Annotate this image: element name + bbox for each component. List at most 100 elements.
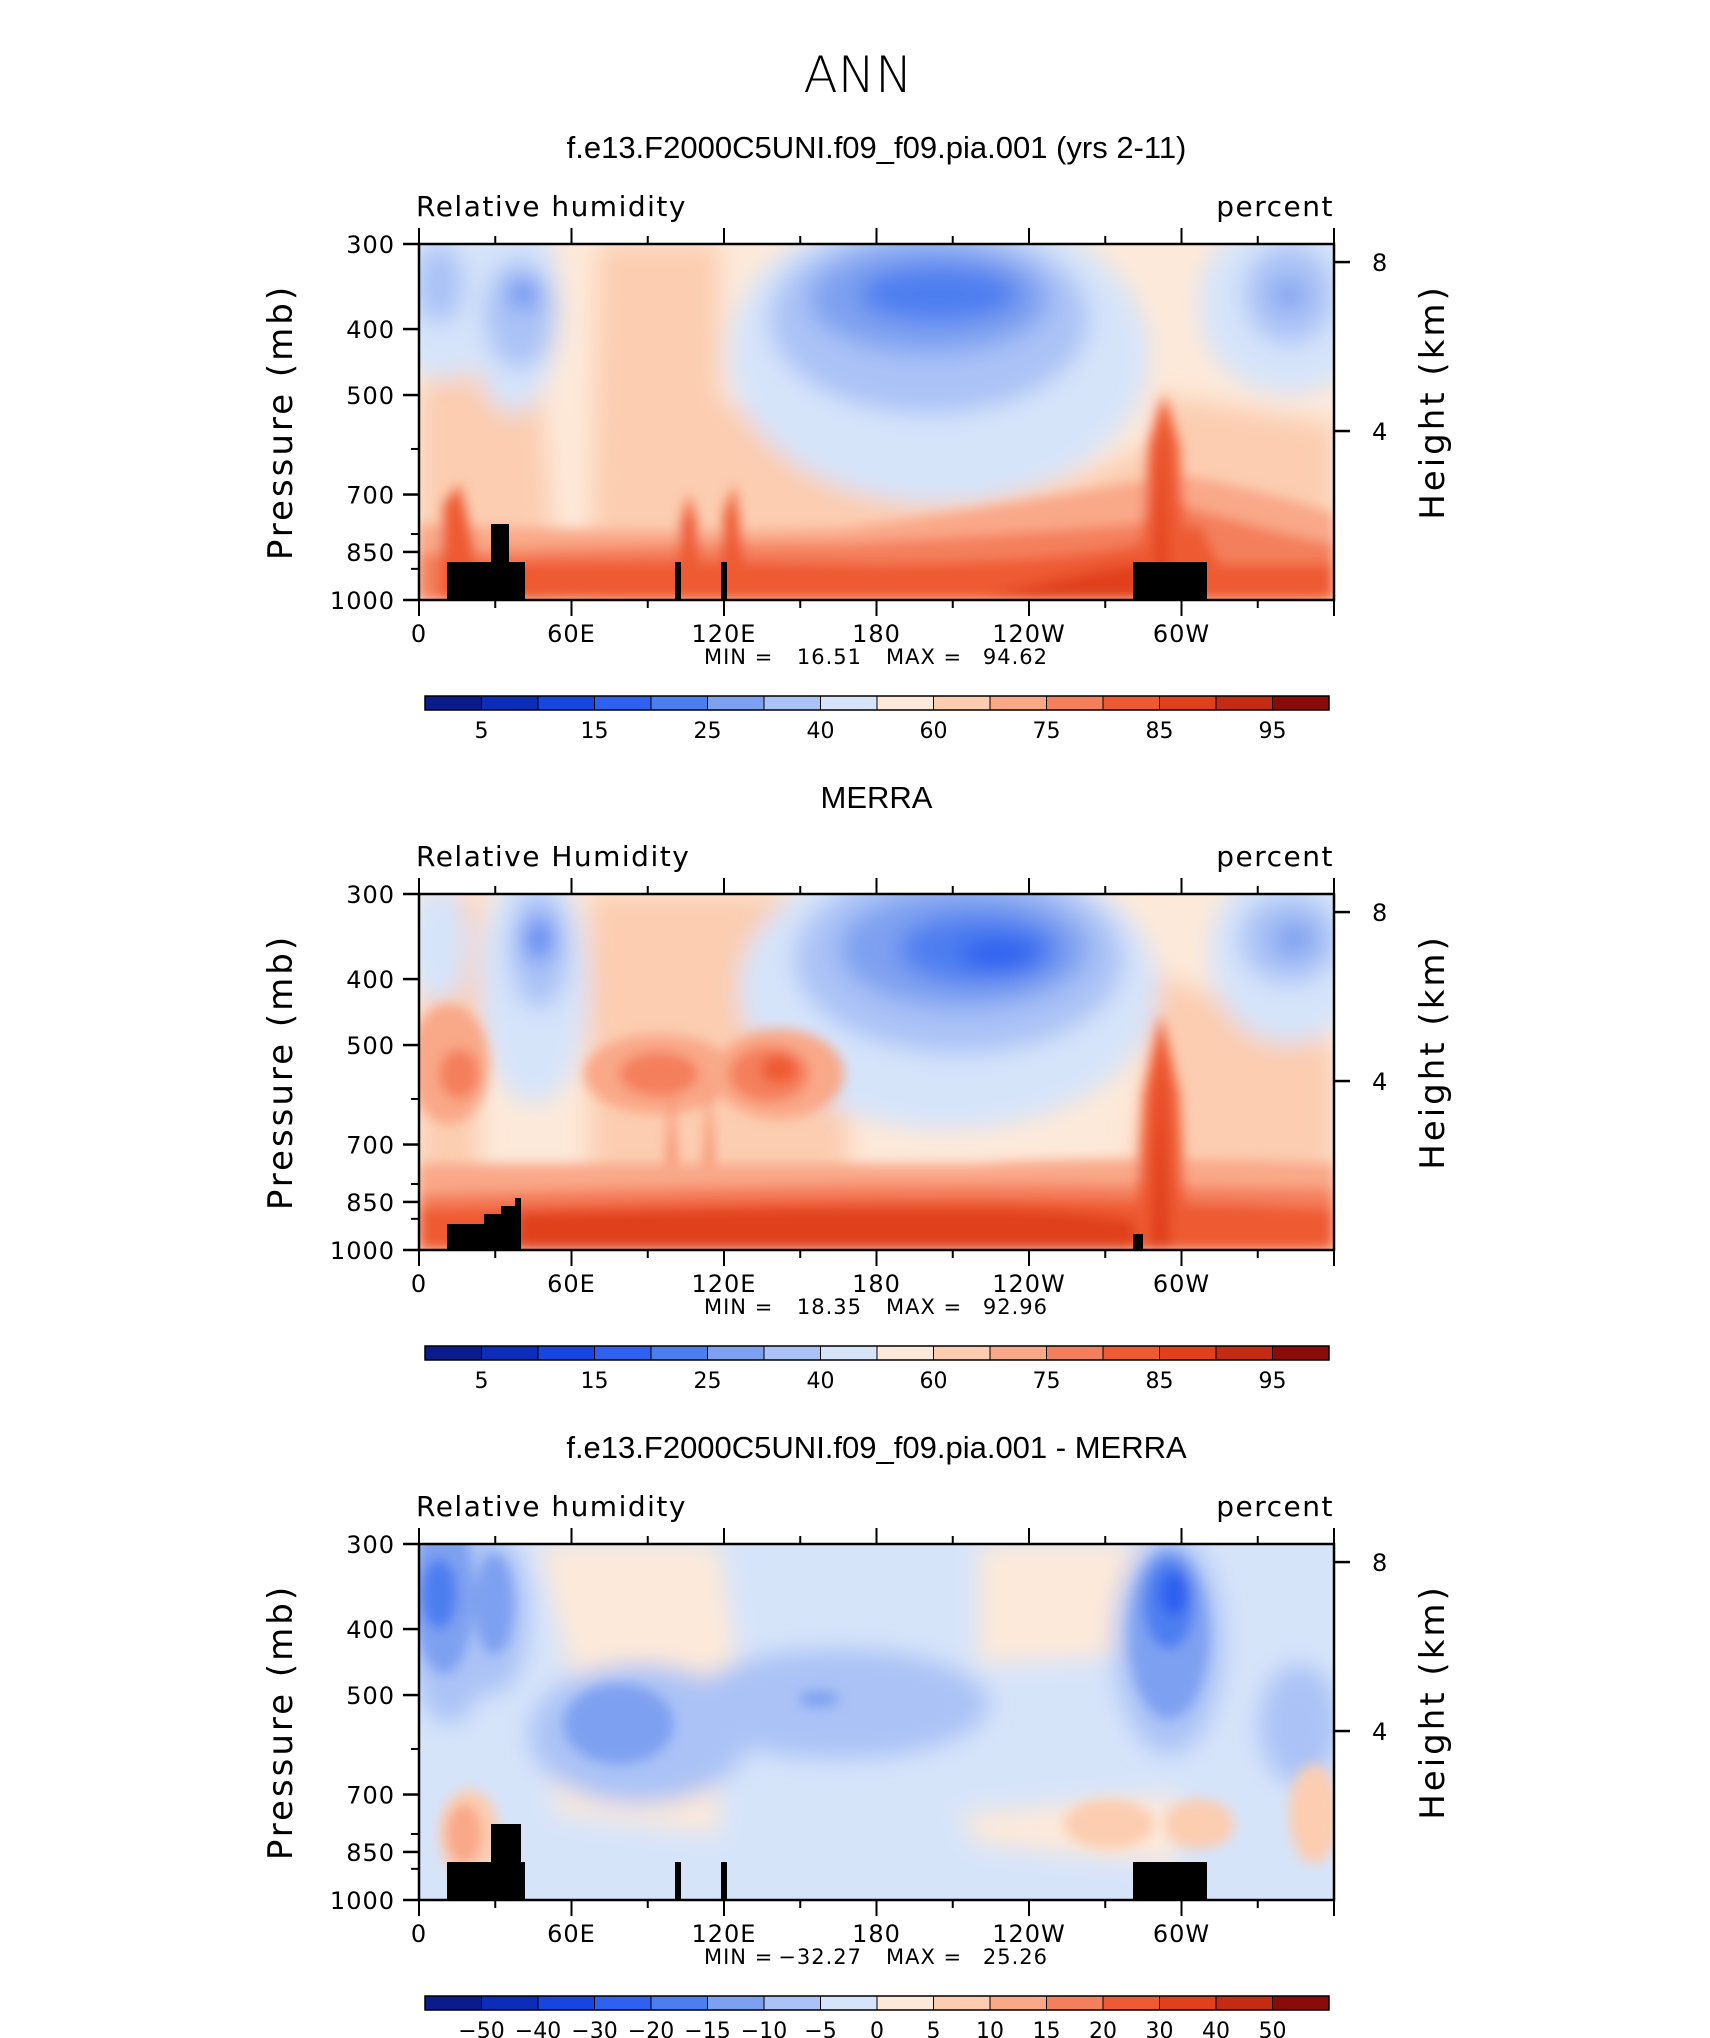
colorbar-frame bbox=[424, 1345, 1330, 1361]
colorbar-swatch bbox=[594, 1995, 652, 2011]
colorbar-label: 85 bbox=[1146, 719, 1174, 744]
colorbar-swatch bbox=[424, 695, 482, 711]
colorbar-swatch bbox=[537, 695, 595, 711]
y-tick-label: 500 bbox=[346, 1682, 395, 1710]
colorbar-label: −40 bbox=[515, 2019, 561, 2038]
x-tick-label: 120W bbox=[992, 620, 1066, 648]
colorbar-label: 40 bbox=[807, 719, 835, 744]
colorbar-label: 60 bbox=[920, 719, 948, 744]
y-tick-label: 700 bbox=[346, 482, 395, 510]
colorbar-swatch bbox=[989, 695, 1047, 711]
colorbar-swatch bbox=[933, 695, 991, 711]
min-label: MIN = bbox=[704, 1945, 773, 1969]
colorbar-label: 75 bbox=[1033, 719, 1061, 744]
colorbar-swatch bbox=[933, 1345, 991, 1361]
colorbar-swatch bbox=[537, 1345, 595, 1361]
colorbar-swatch bbox=[1102, 695, 1160, 711]
colorbar-label: −10 bbox=[741, 2019, 787, 2038]
colorbar-label: −20 bbox=[628, 2019, 674, 2038]
colorbar-label: 20 bbox=[1089, 2019, 1117, 2038]
colorbar-label: −15 bbox=[684, 2019, 730, 2038]
x-tick-label: 0 bbox=[411, 1920, 427, 1948]
colorbar-swatch bbox=[707, 1345, 765, 1361]
colorbar-label: 15 bbox=[1033, 2019, 1061, 2038]
y-tick-label: 850 bbox=[346, 539, 395, 567]
y-tick-label: 850 bbox=[346, 1839, 395, 1867]
colorbar-label: 85 bbox=[1146, 1369, 1174, 1394]
colorbar-label: −50 bbox=[458, 2019, 504, 2038]
min-value: 18.35 bbox=[797, 1295, 862, 1319]
variable-label: Relative humidity bbox=[416, 190, 687, 223]
y-right-tick-label: 4 bbox=[1372, 1718, 1387, 1746]
colorbar-swatch bbox=[1215, 1345, 1273, 1361]
panel-title: f.e13.F2000C5UNI.f09_f09.pia.001 - MERRA bbox=[566, 1430, 1187, 1465]
colorbar-swatch bbox=[989, 1345, 1047, 1361]
colorbar-label: 40 bbox=[1202, 2019, 1230, 2038]
y-tick-label: 400 bbox=[346, 1616, 395, 1644]
y-tick-label: 1000 bbox=[330, 1887, 395, 1915]
min-value: 16.51 bbox=[797, 645, 862, 669]
units-label: percent bbox=[1216, 190, 1334, 223]
colorbar-label: 30 bbox=[1146, 2019, 1174, 2038]
min-value: −32.27 bbox=[778, 1945, 862, 1969]
contour-field bbox=[404, 1484, 1339, 1900]
max-value: 94.62 bbox=[983, 645, 1048, 669]
colorbar-label: 10 bbox=[976, 2019, 1004, 2038]
x-tick-label: 120E bbox=[692, 1920, 757, 1948]
max-value: 25.26 bbox=[983, 1945, 1048, 1969]
colorbar-label: 15 bbox=[581, 719, 609, 744]
y-right-tick-label: 8 bbox=[1372, 899, 1387, 927]
colorbar-swatch bbox=[763, 695, 821, 711]
max-label: MAX = bbox=[886, 1945, 962, 1969]
x-tick-label: 60W bbox=[1153, 1920, 1210, 1948]
colorbar-swatch bbox=[1272, 695, 1330, 711]
colorbar-label: 40 bbox=[807, 1369, 835, 1394]
colorbar-label: 5 bbox=[927, 2019, 941, 2038]
y-right-axis-label: Height (km) bbox=[1413, 934, 1453, 1170]
colorbar-label: −5 bbox=[804, 2019, 836, 2038]
colorbar-swatch bbox=[1102, 1995, 1160, 2011]
y-tick-label: 300 bbox=[346, 231, 395, 259]
colorbar-label: 50 bbox=[1259, 2019, 1287, 2038]
colorbar-swatch bbox=[1159, 1345, 1217, 1361]
colorbar-swatch bbox=[707, 1995, 765, 2011]
colorbar-frame bbox=[424, 1995, 1330, 2011]
y-axis-label: Pressure (mb) bbox=[261, 284, 301, 560]
colorbar-swatch bbox=[989, 1995, 1047, 2011]
colorbar-swatch bbox=[594, 695, 652, 711]
colorbar-swatch bbox=[1272, 1995, 1330, 2011]
max-label: MAX = bbox=[886, 645, 962, 669]
colorbar-label: 25 bbox=[694, 719, 722, 744]
colorbar-label: 75 bbox=[1033, 1369, 1061, 1394]
colorbar-swatch bbox=[1102, 1345, 1160, 1361]
y-right-tick-label: 4 bbox=[1372, 418, 1387, 446]
x-tick-label: 0 bbox=[411, 620, 427, 648]
y-right-tick-label: 8 bbox=[1372, 249, 1387, 277]
x-tick-label: 60W bbox=[1153, 620, 1210, 648]
colorbar-swatch bbox=[820, 1995, 878, 2011]
colorbar-label: 5 bbox=[475, 719, 489, 744]
colorbar-swatch bbox=[1159, 1995, 1217, 2011]
min-label: MIN = bbox=[704, 1295, 773, 1319]
y-tick-label: 400 bbox=[346, 966, 395, 994]
y-right-axis-label: Height (km) bbox=[1413, 284, 1453, 520]
colorbar-swatch bbox=[650, 695, 708, 711]
units-label: percent bbox=[1216, 840, 1334, 873]
x-tick-label: 120E bbox=[692, 620, 757, 648]
colorbar-swatch bbox=[424, 1345, 482, 1361]
contour-field bbox=[409, 849, 1369, 1250]
colorbar-swatch bbox=[594, 1345, 652, 1361]
units-label: percent bbox=[1216, 1490, 1334, 1523]
x-tick-label: 60E bbox=[547, 620, 596, 648]
colorbar-swatch bbox=[481, 1995, 539, 2011]
colorbar-swatch bbox=[876, 1345, 934, 1361]
y-tick-label: 700 bbox=[346, 1782, 395, 1810]
contour-panel-1: f.e13.F2000C5UNI.f09_f09.pia.001 (yrs 2-… bbox=[261, 130, 1453, 744]
colorbar-swatch bbox=[933, 1995, 991, 2011]
y-tick-label: 500 bbox=[346, 1032, 395, 1060]
y-tick-label: 1000 bbox=[330, 587, 395, 615]
y-tick-label: 500 bbox=[346, 382, 395, 410]
contour-field bbox=[384, 194, 1379, 600]
panel-title: f.e13.F2000C5UNI.f09_f09.pia.001 (yrs 2-… bbox=[567, 130, 1187, 165]
max-label: MAX = bbox=[886, 1295, 962, 1319]
